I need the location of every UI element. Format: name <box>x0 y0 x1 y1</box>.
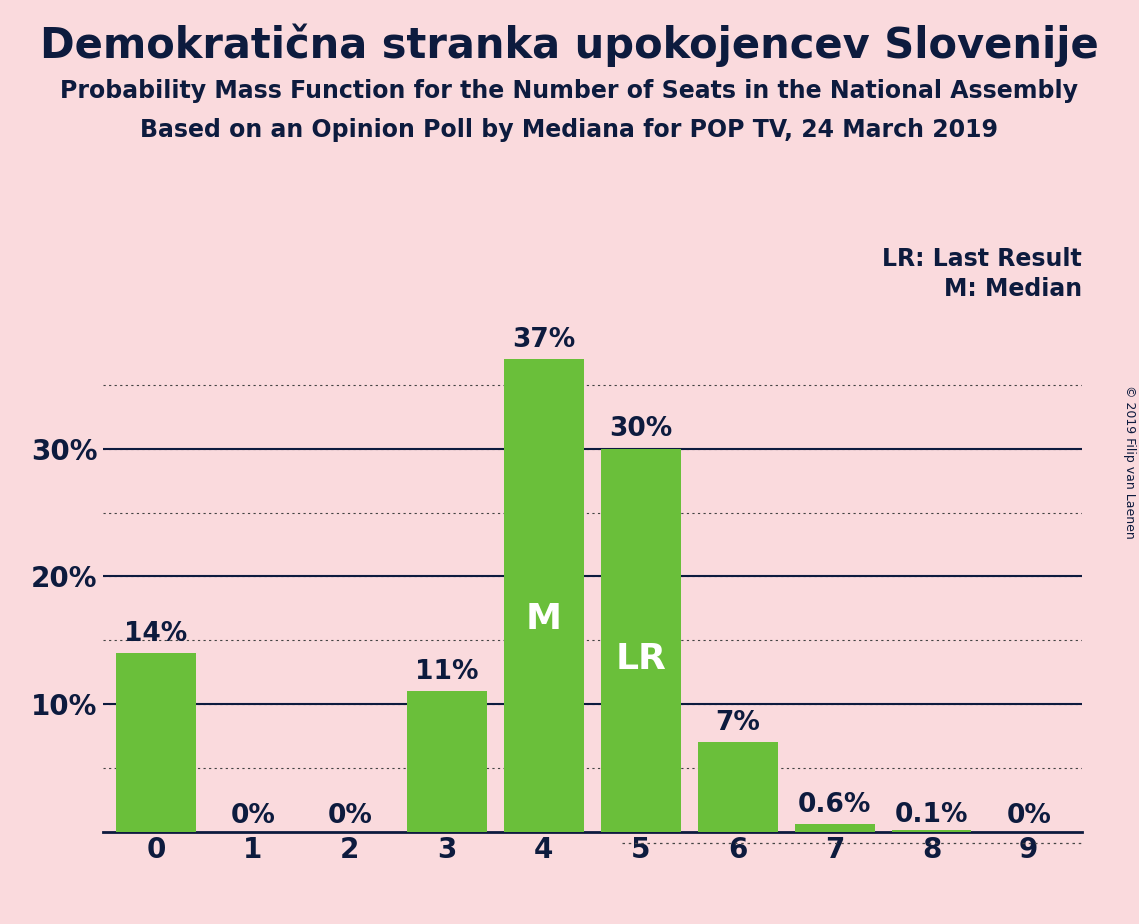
Bar <box>116 653 196 832</box>
Text: M: M <box>526 602 562 636</box>
Text: Demokratična stranka upokojencev Slovenije: Demokratična stranka upokojencev Sloveni… <box>40 23 1099 67</box>
Text: 11%: 11% <box>415 659 478 685</box>
Text: 0%: 0% <box>327 803 372 829</box>
Text: 0.1%: 0.1% <box>895 802 968 828</box>
Text: LR: LR <box>615 642 666 676</box>
Text: 37%: 37% <box>513 327 575 353</box>
Text: © 2019 Filip van Laenen: © 2019 Filip van Laenen <box>1123 385 1137 539</box>
Bar <box>601 449 680 832</box>
Text: Based on an Opinion Poll by Mediana for POP TV, 24 March 2019: Based on an Opinion Poll by Mediana for … <box>140 118 999 142</box>
Text: 7%: 7% <box>715 710 760 736</box>
Text: 0%: 0% <box>1006 803 1051 829</box>
Text: LR: Last Result: LR: Last Result <box>883 248 1082 272</box>
Bar <box>795 824 875 832</box>
Text: 14%: 14% <box>124 621 188 647</box>
Text: M: Median: M: Median <box>944 277 1082 301</box>
Text: 0%: 0% <box>230 803 276 829</box>
Text: 30%: 30% <box>609 417 672 443</box>
Bar <box>407 691 486 832</box>
Text: 0.6%: 0.6% <box>798 792 871 818</box>
Bar <box>892 831 972 832</box>
Bar <box>505 359 583 832</box>
Text: Probability Mass Function for the Number of Seats in the National Assembly: Probability Mass Function for the Number… <box>60 79 1079 103</box>
Bar <box>698 742 778 832</box>
